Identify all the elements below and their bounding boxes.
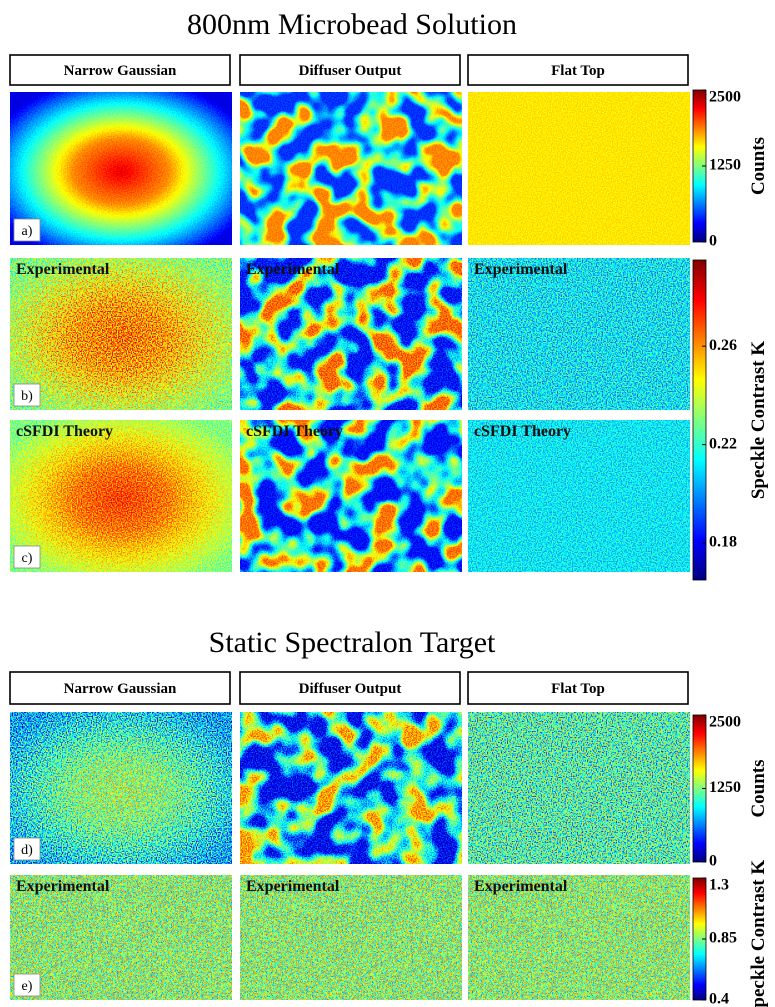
image-panel [468, 875, 690, 1000]
image-panel [240, 92, 462, 245]
colorbar-label: Counts [748, 137, 769, 195]
image-panel [10, 420, 232, 572]
row-label-box [13, 837, 41, 861]
column-header: Diffuser Output [299, 63, 402, 79]
row-label-box [13, 218, 41, 242]
colorbar-tick-label: 0.4 [709, 991, 729, 1007]
row-label: c) [22, 551, 33, 566]
column-header-box [9, 54, 231, 86]
panel-title: cSFDI Theory [474, 423, 571, 440]
panel-noise [10, 92, 232, 245]
image-panel [468, 92, 690, 245]
colorbar-label: Speckle Contrast K [748, 860, 769, 1007]
row-label: e) [22, 979, 33, 994]
image-panel [468, 420, 690, 572]
image-panel [240, 420, 462, 572]
row-label-box [13, 545, 41, 569]
colorbar-tick-label: 2500 [709, 89, 741, 106]
panel-title: Experimental [474, 878, 568, 895]
image-panel [10, 712, 232, 864]
colorbar-tick-label: 0.22 [709, 435, 737, 452]
panel-noise [10, 712, 232, 864]
row-label-box [13, 973, 41, 997]
colorbar-label: Speckle Contrast K [748, 341, 769, 500]
panel-noise [240, 712, 462, 864]
panel-noise [10, 258, 232, 410]
colorbar-tick-label: 0.18 [709, 534, 737, 551]
panel-title: cSFDI Theory [246, 423, 343, 440]
column-header-box [239, 671, 461, 705]
colorbar-tick-label: 2500 [709, 714, 741, 731]
panel-noise [240, 92, 462, 245]
panel-title: Experimental [16, 261, 110, 278]
row-label: a) [22, 224, 33, 239]
panel-title: Experimental [16, 878, 110, 895]
row-label: d) [21, 843, 33, 858]
colorbar-tick-label: 0 [709, 853, 717, 870]
panel-noise [468, 92, 690, 245]
section-title: Static Spectralon Target [209, 626, 496, 659]
column-header: Flat Top [551, 681, 605, 697]
image-panel [240, 875, 462, 1000]
column-header: Narrow Gaussian [64, 681, 177, 697]
image-panel [10, 875, 232, 1000]
row-label: b) [21, 389, 33, 404]
panel-title: Experimental [246, 878, 340, 895]
column-header: Diffuser Output [299, 681, 402, 697]
colorbar-tick-label: 0 [709, 233, 717, 250]
colorbar-tick-label: 1250 [709, 157, 741, 174]
panel-title: Experimental [246, 261, 340, 278]
panel-noise [468, 875, 690, 1000]
colorbar-tick-label: 1.3 [709, 877, 729, 894]
image-panel [468, 258, 690, 410]
image-panel [468, 712, 690, 864]
panel-noise [468, 258, 690, 410]
colorbar-label: Counts [748, 759, 769, 817]
image-panel [240, 258, 462, 410]
image-panel [10, 92, 232, 245]
panel-noise [468, 712, 690, 864]
panel-noise [10, 875, 232, 1000]
column-header-box [467, 54, 689, 86]
row-label-box [13, 383, 41, 407]
panel-title: cSFDI Theory [16, 423, 113, 440]
panel-noise [468, 420, 690, 572]
panel-title: Experimental [474, 261, 568, 278]
panel-noise [10, 420, 232, 572]
colorbar-tick-label: 1250 [709, 779, 741, 796]
column-header-box [9, 671, 231, 705]
column-header: Flat Top [551, 63, 605, 79]
colorbar-tick-label: 0.85 [709, 930, 737, 947]
image-panel [240, 712, 462, 864]
section-title: 800nm Microbead Solution [187, 8, 517, 41]
colorbar-tick-label: 0.26 [709, 337, 737, 354]
column-header: Narrow Gaussian [64, 63, 177, 79]
panel-noise [240, 875, 462, 1000]
column-header-box [467, 671, 689, 705]
column-header-box [239, 54, 461, 86]
colorbar [692, 259, 707, 581]
panel-noise [240, 420, 462, 572]
image-panel [10, 258, 232, 410]
panel-noise [240, 258, 462, 410]
